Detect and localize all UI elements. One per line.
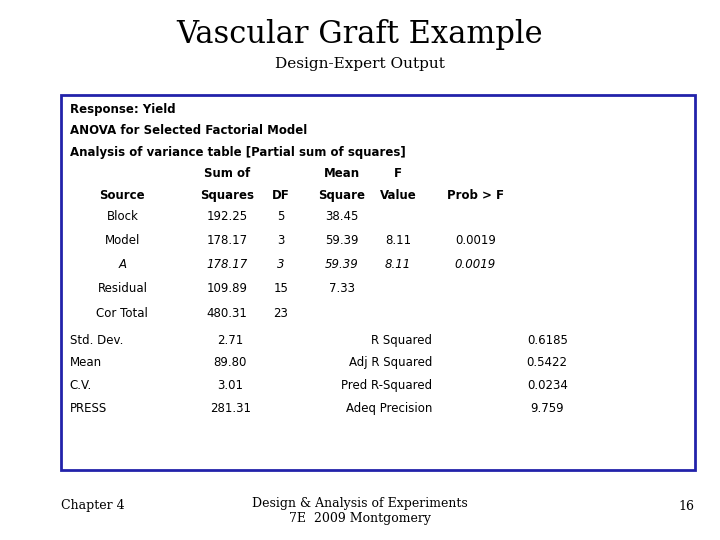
Text: ANOVA for Selected Factorial Model: ANOVA for Selected Factorial Model <box>70 124 307 137</box>
Text: Std. Dev.: Std. Dev. <box>70 334 123 347</box>
Text: A: A <box>118 258 127 271</box>
Text: 178.17: 178.17 <box>206 258 248 271</box>
Text: Cor Total: Cor Total <box>96 307 148 320</box>
Text: 23: 23 <box>274 307 288 320</box>
Text: Chapter 4: Chapter 4 <box>61 500 125 512</box>
Text: Mean: Mean <box>70 356 102 369</box>
Text: Vascular Graft Example: Vascular Graft Example <box>176 19 544 50</box>
Text: 0.0234: 0.0234 <box>527 379 567 392</box>
FancyBboxPatch shape <box>61 94 695 470</box>
Text: DF: DF <box>272 189 289 202</box>
Text: 109.89: 109.89 <box>207 282 247 295</box>
Text: Prob > F: Prob > F <box>446 189 504 202</box>
Text: Block: Block <box>107 210 138 222</box>
Text: R Squared: R Squared <box>371 334 432 347</box>
Text: Mean: Mean <box>324 167 360 180</box>
Text: Analysis of variance table [Partial sum of squares]: Analysis of variance table [Partial sum … <box>70 146 405 159</box>
Text: Response: Yield: Response: Yield <box>70 103 176 116</box>
Text: 15: 15 <box>274 282 288 295</box>
Text: PRESS: PRESS <box>70 402 107 415</box>
Text: C.V.: C.V. <box>70 379 92 392</box>
Text: 59.39: 59.39 <box>325 258 359 271</box>
Text: Source: Source <box>99 189 145 202</box>
Text: 9.759: 9.759 <box>531 402 564 415</box>
Text: 5: 5 <box>277 210 284 222</box>
Text: 480.31: 480.31 <box>207 307 247 320</box>
Text: Design & Analysis of Experiments
7E  2009 Montgomery: Design & Analysis of Experiments 7E 2009… <box>252 497 468 525</box>
Text: Adeq Precision: Adeq Precision <box>346 402 432 415</box>
Text: 3: 3 <box>277 234 284 247</box>
Text: 16: 16 <box>679 500 695 512</box>
Text: 38.45: 38.45 <box>325 210 359 222</box>
Text: 0.0019: 0.0019 <box>454 258 496 271</box>
Text: 3.01: 3.01 <box>217 379 243 392</box>
Text: Adj R Squared: Adj R Squared <box>348 356 432 369</box>
Text: Value: Value <box>379 189 417 202</box>
Text: 89.80: 89.80 <box>214 356 247 369</box>
Text: Residual: Residual <box>97 282 148 295</box>
Text: Sum of: Sum of <box>204 167 250 180</box>
Text: Design-Expert Output: Design-Expert Output <box>275 57 445 71</box>
Text: 7.33: 7.33 <box>329 282 355 295</box>
Text: 0.6185: 0.6185 <box>527 334 567 347</box>
Text: 281.31: 281.31 <box>210 402 251 415</box>
Text: 2.71: 2.71 <box>217 334 243 347</box>
Text: 0.0019: 0.0019 <box>455 234 495 247</box>
Text: 0.5422: 0.5422 <box>527 356 567 369</box>
Text: Squares: Squares <box>200 189 254 202</box>
Text: 59.39: 59.39 <box>325 234 359 247</box>
Text: 178.17: 178.17 <box>206 234 248 247</box>
Text: 8.11: 8.11 <box>385 234 411 247</box>
Text: F: F <box>394 167 402 180</box>
Text: Model: Model <box>104 234 140 247</box>
Text: 3: 3 <box>277 258 284 271</box>
Text: Pred R-Squared: Pred R-Squared <box>341 379 432 392</box>
Text: 192.25: 192.25 <box>206 210 248 222</box>
Text: 8.11: 8.11 <box>385 258 411 271</box>
Text: Square: Square <box>318 189 366 202</box>
